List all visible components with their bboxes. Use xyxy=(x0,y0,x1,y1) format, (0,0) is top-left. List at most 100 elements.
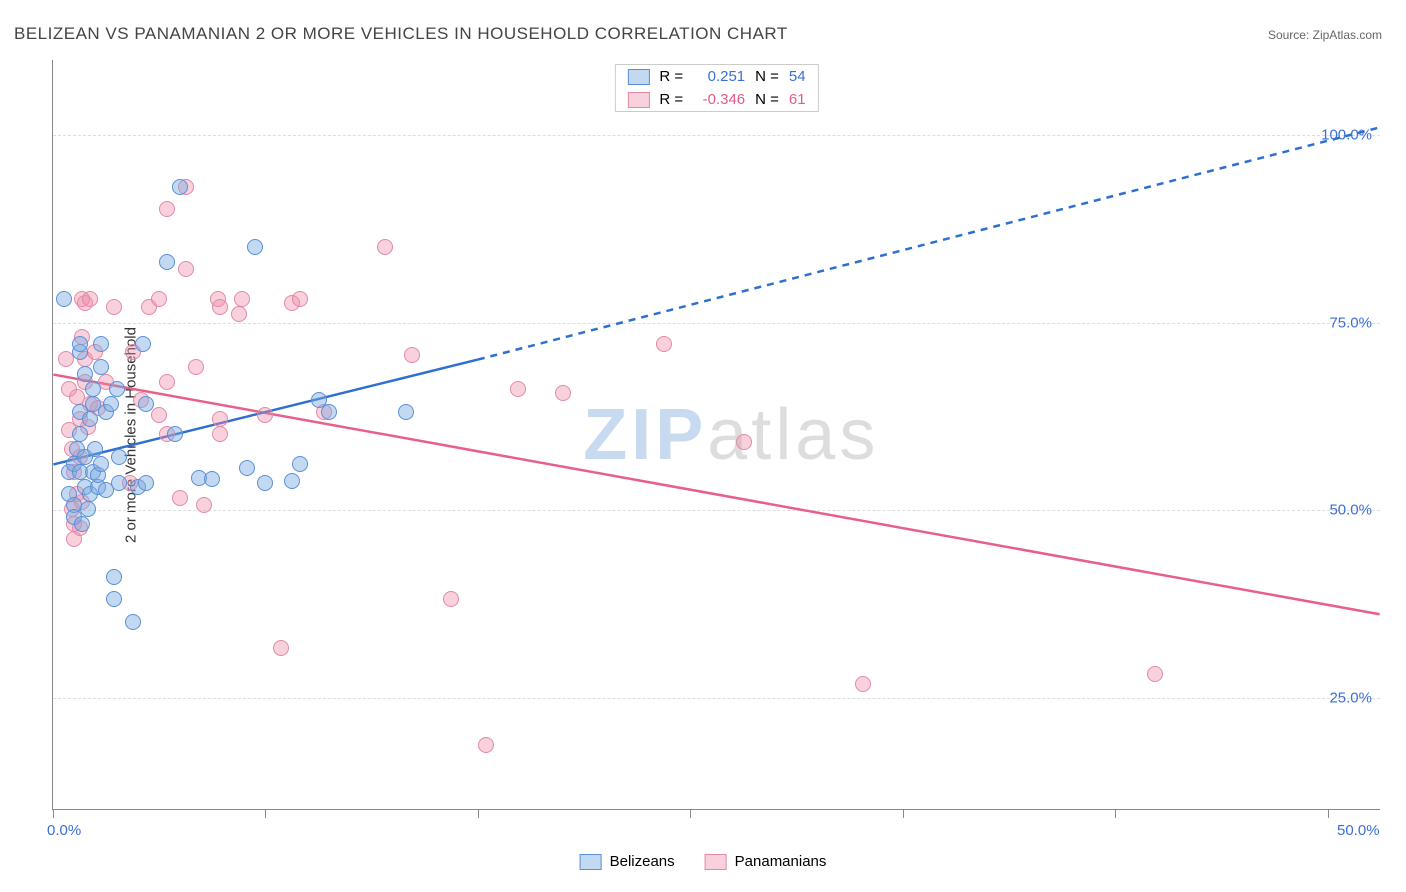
scatter-point-belizeans xyxy=(247,239,263,255)
scatter-point-panamanians xyxy=(736,434,752,450)
scatter-point-belizeans xyxy=(109,381,125,397)
x-tick-label: 50.0% xyxy=(1337,822,1380,839)
chart-title: BELIZEAN VS PANAMANIAN 2 OR MORE VEHICLE… xyxy=(14,24,788,44)
scatter-point-panamanians xyxy=(404,347,420,363)
legend-label-belizeans: Belizeans xyxy=(610,853,675,870)
scatter-point-panamanians xyxy=(257,407,273,423)
scatter-point-panamanians xyxy=(196,497,212,513)
scatter-point-belizeans xyxy=(103,396,119,412)
scatter-point-belizeans xyxy=(106,569,122,585)
scatter-point-belizeans xyxy=(135,336,151,352)
legend-n-label: N = xyxy=(755,91,779,108)
scatter-point-panamanians xyxy=(82,291,98,307)
scatter-point-panamanians xyxy=(151,407,167,423)
legend-n-value-belizeans: 54 xyxy=(789,68,806,85)
scatter-point-panamanians xyxy=(212,299,228,315)
legend-correlation-row-belizeans: R = 0.251 N = 54 xyxy=(615,65,817,88)
legend-item-panamanians: Panamanians xyxy=(705,853,827,870)
scatter-point-panamanians xyxy=(510,381,526,397)
scatter-point-belizeans xyxy=(284,473,300,489)
scatter-point-panamanians xyxy=(377,239,393,255)
y-tick-label: 25.0% xyxy=(1329,689,1384,706)
legend-correlation-row-panamanians: R = -0.346 N = 61 xyxy=(615,88,817,111)
y-tick-label: 50.0% xyxy=(1329,502,1384,519)
y-tick-label: 75.0% xyxy=(1329,314,1384,331)
legend-label-panamanians: Panamanians xyxy=(735,853,827,870)
scatter-point-panamanians xyxy=(231,306,247,322)
x-tick xyxy=(53,809,54,818)
legend-swatch-belizeans xyxy=(580,854,602,870)
scatter-point-belizeans xyxy=(138,475,154,491)
chart-container: BELIZEAN VS PANAMANIAN 2 OR MORE VEHICLE… xyxy=(0,0,1406,892)
scatter-point-belizeans xyxy=(85,381,101,397)
legend-swatch-panamanians xyxy=(627,92,649,108)
legend-swatch-belizeans xyxy=(627,69,649,85)
scatter-point-belizeans xyxy=(398,404,414,420)
scatter-point-panamanians xyxy=(106,299,122,315)
scatter-point-panamanians xyxy=(212,411,228,427)
scatter-point-panamanians xyxy=(212,426,228,442)
scatter-point-panamanians xyxy=(159,374,175,390)
scatter-point-belizeans xyxy=(159,254,175,270)
scatter-point-belizeans xyxy=(74,516,90,532)
scatter-point-belizeans xyxy=(172,179,188,195)
scatter-point-panamanians xyxy=(443,591,459,607)
scatter-point-belizeans xyxy=(93,336,109,352)
y-tick-label: 100.0% xyxy=(1321,127,1384,144)
legend-series: Belizeans Panamanians xyxy=(580,853,827,870)
scatter-point-belizeans xyxy=(125,614,141,630)
legend-swatch-panamanians xyxy=(705,854,727,870)
scatter-point-panamanians xyxy=(478,737,494,753)
scatter-point-belizeans xyxy=(292,456,308,472)
legend-n-label: N = xyxy=(755,68,779,85)
legend-r-label: R = xyxy=(659,91,683,108)
scatter-point-belizeans xyxy=(93,456,109,472)
legend-item-belizeans: Belizeans xyxy=(580,853,675,870)
legend-n-value-panamanians: 61 xyxy=(789,91,806,108)
scatter-point-belizeans xyxy=(167,426,183,442)
scatter-point-panamanians xyxy=(273,640,289,656)
regression-lines-layer xyxy=(53,60,1380,809)
regression-line xyxy=(53,375,1379,615)
scatter-point-panamanians xyxy=(1147,666,1163,682)
scatter-point-belizeans xyxy=(257,475,273,491)
scatter-point-belizeans xyxy=(72,426,88,442)
legend-r-label: R = xyxy=(659,68,683,85)
scatter-point-panamanians xyxy=(159,201,175,217)
scatter-point-belizeans xyxy=(239,460,255,476)
x-tick xyxy=(1328,809,1329,818)
plot-area: 2 or more Vehicles in Household ZIPatlas… xyxy=(52,60,1380,810)
regression-line xyxy=(478,127,1380,359)
scatter-point-panamanians xyxy=(234,291,250,307)
source-name: ZipAtlas.com xyxy=(1313,28,1382,42)
scatter-point-panamanians xyxy=(292,291,308,307)
scatter-point-belizeans xyxy=(111,449,127,465)
scatter-point-belizeans xyxy=(138,396,154,412)
scatter-point-belizeans xyxy=(72,336,88,352)
scatter-point-belizeans xyxy=(111,475,127,491)
x-tick xyxy=(903,809,904,818)
scatter-point-panamanians xyxy=(151,291,167,307)
scatter-point-panamanians xyxy=(656,336,672,352)
scatter-point-belizeans xyxy=(87,441,103,457)
x-tick-label: 0.0% xyxy=(47,822,81,839)
x-tick xyxy=(1115,809,1116,818)
scatter-point-belizeans xyxy=(321,404,337,420)
scatter-point-panamanians xyxy=(172,490,188,506)
scatter-point-belizeans xyxy=(56,291,72,307)
scatter-point-panamanians xyxy=(555,385,571,401)
x-tick xyxy=(690,809,691,818)
scatter-point-panamanians xyxy=(188,359,204,375)
scatter-point-belizeans xyxy=(82,411,98,427)
source-attribution: Source: ZipAtlas.com xyxy=(1268,28,1382,42)
legend-correlation: R = 0.251 N = 54 R = -0.346 N = 61 xyxy=(614,64,818,112)
x-tick xyxy=(478,809,479,818)
legend-r-value-panamanians: -0.346 xyxy=(693,91,745,108)
scatter-point-belizeans xyxy=(77,366,93,382)
scatter-point-belizeans xyxy=(106,591,122,607)
legend-r-value-belizeans: 0.251 xyxy=(693,68,745,85)
scatter-point-panamanians xyxy=(855,676,871,692)
scatter-point-panamanians xyxy=(178,261,194,277)
x-tick xyxy=(265,809,266,818)
scatter-point-belizeans xyxy=(80,501,96,517)
